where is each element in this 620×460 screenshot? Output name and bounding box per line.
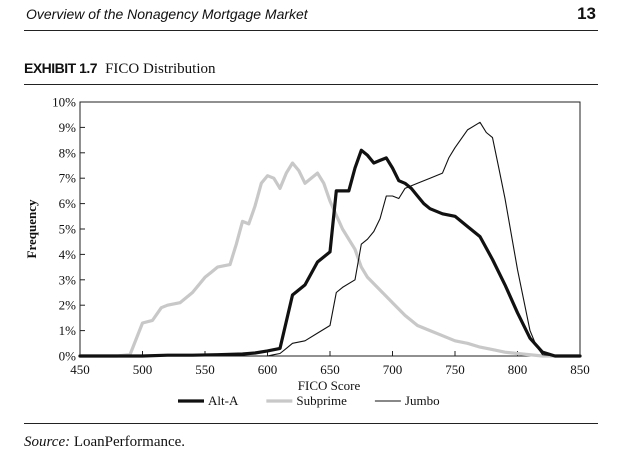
source-note: Source: LoanPerformance. [24,434,185,451]
y-axis-title: Frequency [24,199,39,258]
x-tick-label: 450 [70,362,90,377]
y-tick-label: 6% [59,196,77,211]
source-label: Source: [24,434,71,450]
y-tick-label: 3% [59,272,77,287]
y-tick-label: 10% [52,95,76,110]
x-tick-label: 550 [195,362,215,377]
x-tick-label: 500 [133,362,153,377]
legend-label: Subprime [296,393,347,408]
x-tick-label: 700 [383,362,403,377]
source-text: LoanPerformance. [73,434,186,450]
legend-label: Alt-A [208,393,239,408]
series-layer [78,121,582,358]
legend: Alt-A Subprime Jumbo [178,393,440,408]
exhibit-title-rule [24,84,598,85]
fico-distribution-chart: 0% 1% 2% 3% 4% 5% 6% 7% 8% 9% 10% 450 500 550 600 650 7… [24,95,590,409]
y-tick-label: 9% [59,120,77,135]
y-tick-label: 7% [59,171,77,186]
source-rule [24,423,598,424]
x-tick-label: 600 [258,362,278,377]
header-rule [24,30,598,31]
series-line-subprime [78,161,582,358]
x-axis-title: FICO Score [298,378,361,393]
x-tick-label: 850 [570,362,590,377]
x-axis: 450 500 550 600 650 700 750 800 850 [70,351,590,377]
legend-label: Jumbo [405,393,440,408]
y-tick-label: 8% [59,145,77,160]
y-tick-label: 4% [59,247,77,262]
series-line-jumbo [79,121,581,357]
y-tick-label: 1% [59,323,77,338]
exhibit-label: EXHIBIT 1.7 [24,60,98,76]
x-tick-label: 650 [320,362,340,377]
exhibit-caption: EXHIBIT 1.7 FICO Distribution [24,60,216,78]
y-tick-label: 0% [59,349,77,364]
page-number: 13 [577,4,596,23]
series-line-alt-a [78,148,582,358]
y-tick-label: 5% [59,222,77,237]
running-head: Overview of the Nonagency Mortgage Marke… [26,6,308,22]
x-tick-label: 750 [445,362,465,377]
x-tick-label: 800 [508,362,528,377]
y-axis: 0% 1% 2% 3% 4% 5% 6% 7% 8% 9% 10% [52,95,85,364]
y-tick-label: 2% [59,298,77,313]
exhibit-title: FICO Distribution [105,61,216,77]
